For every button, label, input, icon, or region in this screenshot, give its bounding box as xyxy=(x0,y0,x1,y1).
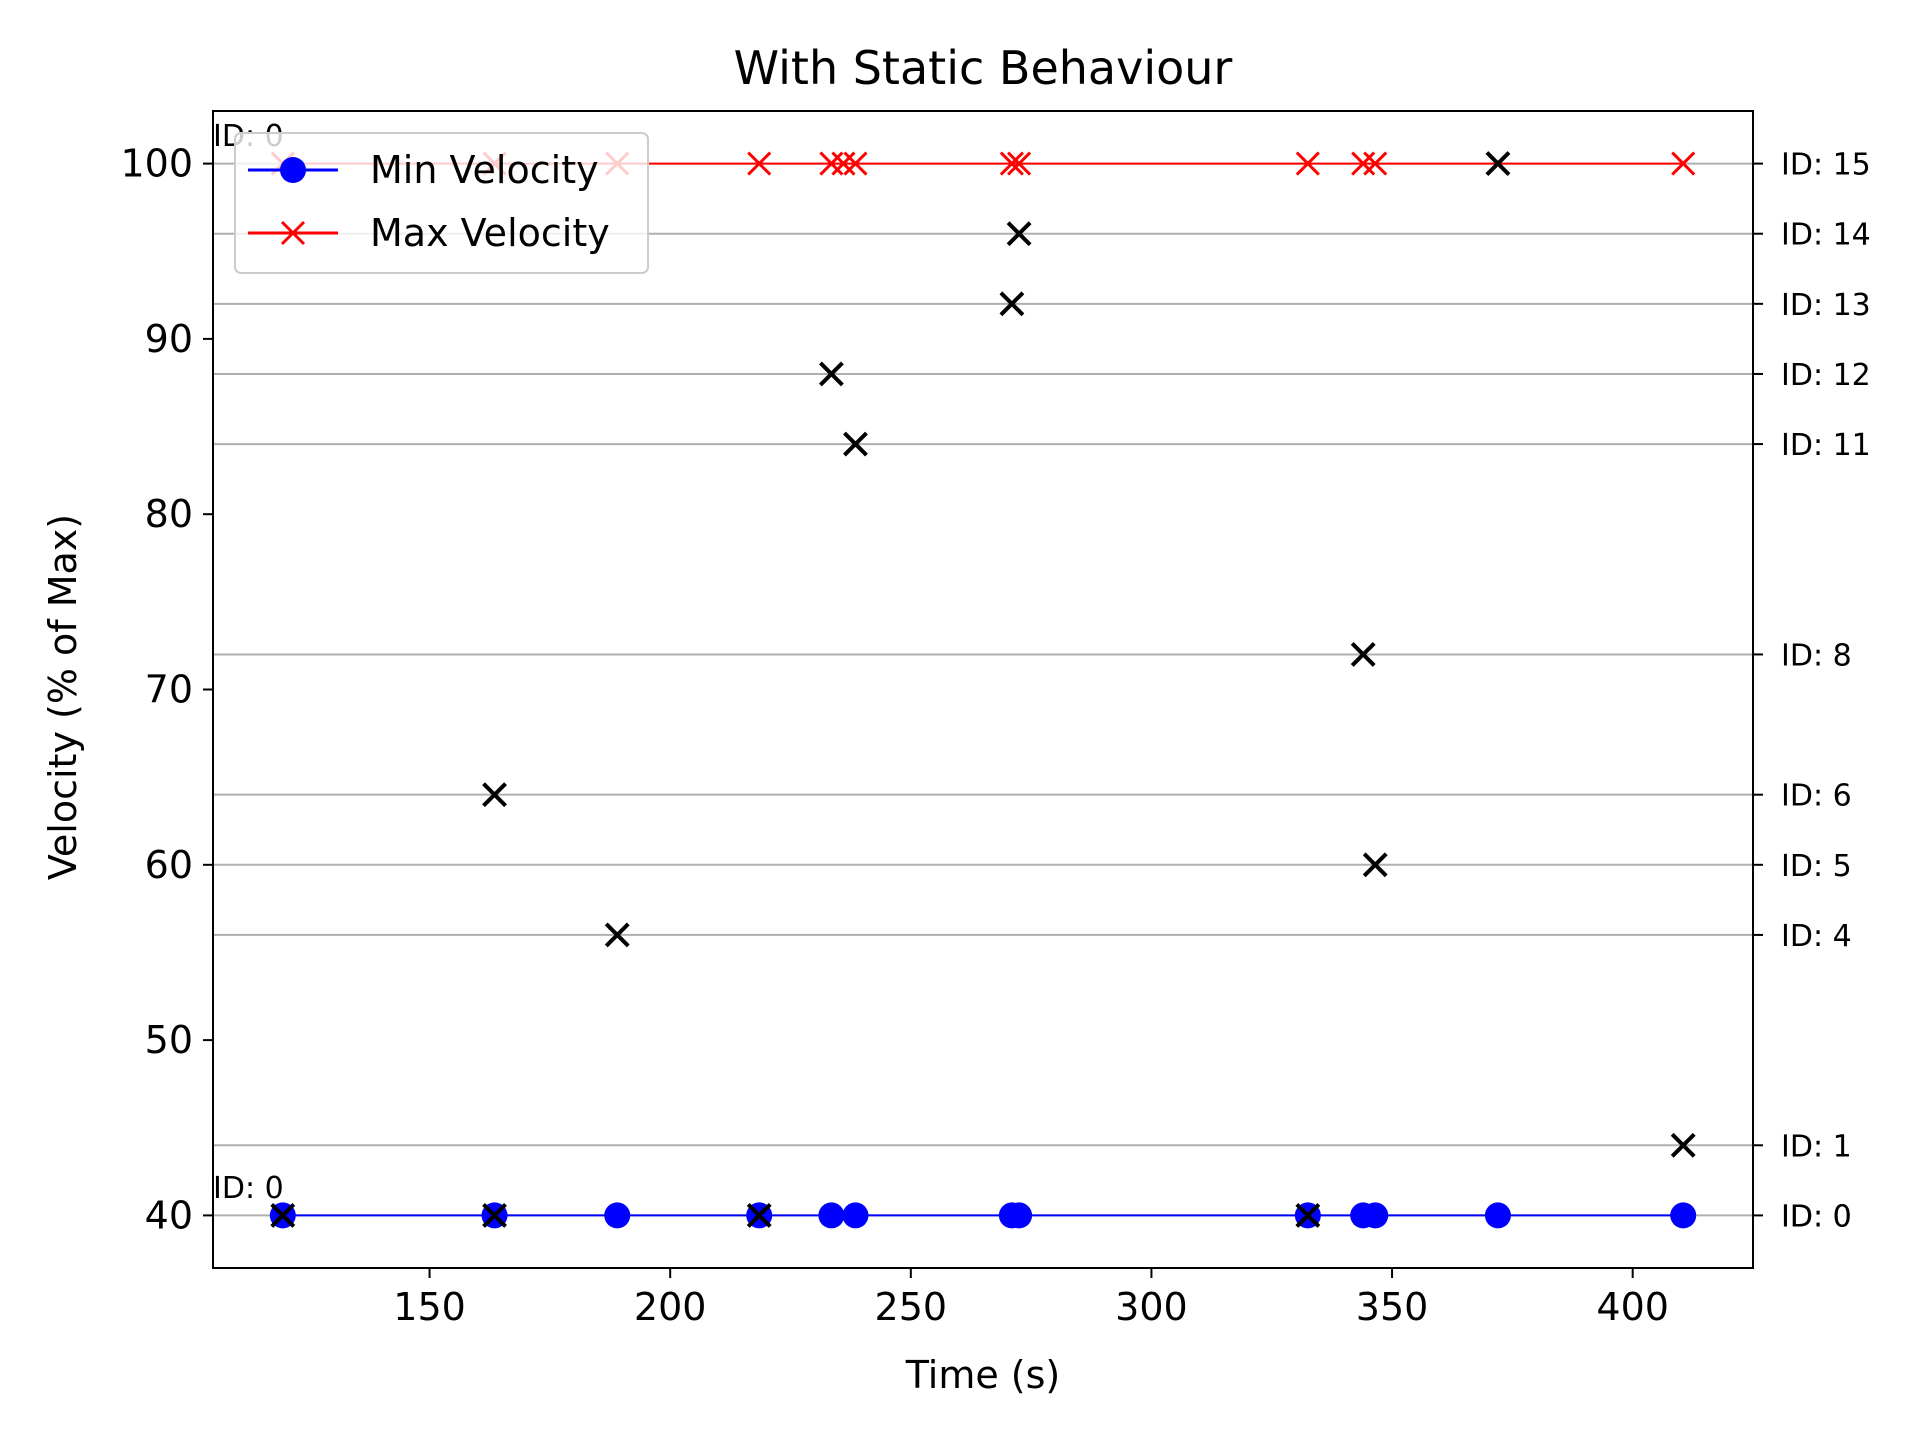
id-threshold-point xyxy=(482,782,507,808)
x-stroke xyxy=(1670,1132,1696,1158)
y-tick-label: 100 xyxy=(120,142,193,186)
min-velocity-point xyxy=(842,1202,869,1229)
id-threshold-point xyxy=(1670,1132,1696,1158)
min-velocity-point xyxy=(818,1202,845,1229)
inline-id-label: ID: 0 xyxy=(213,1171,284,1206)
max-velocity-point xyxy=(843,151,868,176)
id-threshold-point xyxy=(1485,151,1511,177)
x-axis-label: Time (s) xyxy=(905,1353,1061,1397)
id-threshold-point xyxy=(604,922,630,948)
x-tick-label: 200 xyxy=(634,1285,707,1329)
x-tick-label: 400 xyxy=(1596,1285,1669,1329)
right-axis-tick-label: ID: 0 xyxy=(1781,1199,1852,1234)
x-stroke xyxy=(999,151,1024,176)
x-stroke xyxy=(1295,1202,1321,1228)
x-stroke xyxy=(1007,151,1032,176)
min-velocity-point xyxy=(1484,1202,1511,1229)
min-velocity-point xyxy=(1006,1202,1033,1229)
x-stroke xyxy=(747,151,772,176)
max-velocity-point xyxy=(831,151,856,176)
id-threshold-point xyxy=(270,1202,296,1228)
id-threshold-point xyxy=(1350,642,1376,667)
min-velocity-point xyxy=(604,1202,631,1229)
legend-marker-x xyxy=(280,220,306,246)
right-axis-tick-label: ID: 14 xyxy=(1781,218,1871,253)
max-velocity-point xyxy=(1007,151,1032,176)
x-stroke xyxy=(482,1202,507,1228)
right-axis-tick-label: ID: 0 xyxy=(1781,1199,1852,1234)
legend-label: Min Velocity xyxy=(370,148,599,192)
x-stroke xyxy=(818,361,844,387)
x-stroke xyxy=(999,291,1025,317)
y-tick-label: 90 xyxy=(145,317,193,361)
x-stroke xyxy=(1350,642,1376,667)
y-tick-label: 80 xyxy=(145,492,193,536)
right-axis-tick-label: ID: 5 xyxy=(1781,849,1852,884)
y-tick-label: 40 xyxy=(145,1193,193,1237)
x-tick-label: 250 xyxy=(875,1285,948,1329)
right-axis-tick-label: ID: 6 xyxy=(1781,779,1852,814)
x-stroke xyxy=(819,151,844,176)
right-axis-tick-label: ID: 12 xyxy=(1781,358,1871,393)
chart-title: With Static Behaviour xyxy=(734,41,1233,95)
right-axis-tick-label: ID: 4 xyxy=(1781,919,1852,954)
max-velocity-point xyxy=(1295,151,1320,176)
max-velocity-point xyxy=(1671,151,1696,176)
axes-layer: ID: 0 ID: 1 ID: 4 ID: 5 ID: 6 ID: 8 ID: 11 ID: … xyxy=(120,142,1870,1329)
x-stroke xyxy=(746,1202,772,1228)
min-velocity-point xyxy=(1670,1202,1697,1229)
y-axis-label: Velocity (% of Max) xyxy=(41,514,85,880)
x-tick-label: 150 xyxy=(393,1285,466,1329)
right-axis-tick-label: ID: 8 xyxy=(1781,638,1852,673)
x-stroke xyxy=(280,220,306,246)
id-threshold-point xyxy=(818,361,844,387)
legend-label: Max Velocity xyxy=(370,211,610,255)
x-stroke xyxy=(1006,221,1032,247)
y-tick-label: 50 xyxy=(145,1018,193,1062)
x-stroke xyxy=(1362,852,1388,878)
x-tick-label: 300 xyxy=(1115,1285,1188,1329)
y-tick-label: 70 xyxy=(145,668,193,712)
max-velocity-point xyxy=(1363,151,1388,176)
x-stroke xyxy=(1295,151,1320,176)
id-threshold-point xyxy=(1295,1202,1321,1228)
max-velocity-point xyxy=(1351,151,1376,176)
x-stroke xyxy=(843,151,868,176)
x-stroke xyxy=(1351,151,1376,176)
min-velocity-point xyxy=(1362,1202,1389,1229)
id-threshold-point xyxy=(746,1202,772,1228)
x-stroke xyxy=(1363,151,1388,176)
max-velocity-point xyxy=(819,151,844,176)
right-axis-tick-label: ID: 11 xyxy=(1781,428,1871,463)
max-velocity-point xyxy=(999,151,1024,176)
legend: Min Velocity Max Velocity xyxy=(234,132,649,274)
id-threshold-point xyxy=(1006,221,1032,247)
right-axis-tick-label: ID: 1 xyxy=(1781,1129,1852,1164)
id-threshold-point xyxy=(1362,852,1388,878)
x-stroke xyxy=(843,431,868,457)
id-threshold-point xyxy=(999,291,1025,317)
x-stroke xyxy=(270,1202,296,1228)
id-threshold-point xyxy=(843,431,868,457)
right-axis-tick-label: ID: 13 xyxy=(1781,288,1871,323)
x-stroke xyxy=(831,151,856,176)
id-threshold-point xyxy=(482,1202,507,1228)
x-stroke xyxy=(1485,151,1511,177)
right-axis-tick-label: ID: 15 xyxy=(1781,148,1871,183)
x-stroke xyxy=(1671,151,1696,176)
max-velocity-point xyxy=(747,151,772,176)
legend-box xyxy=(234,132,649,274)
x-stroke xyxy=(482,782,507,808)
legend-marker-circle xyxy=(280,157,306,183)
x-tick-label: 350 xyxy=(1356,1285,1429,1329)
y-tick-label: 60 xyxy=(145,843,193,887)
x-stroke xyxy=(604,922,630,948)
